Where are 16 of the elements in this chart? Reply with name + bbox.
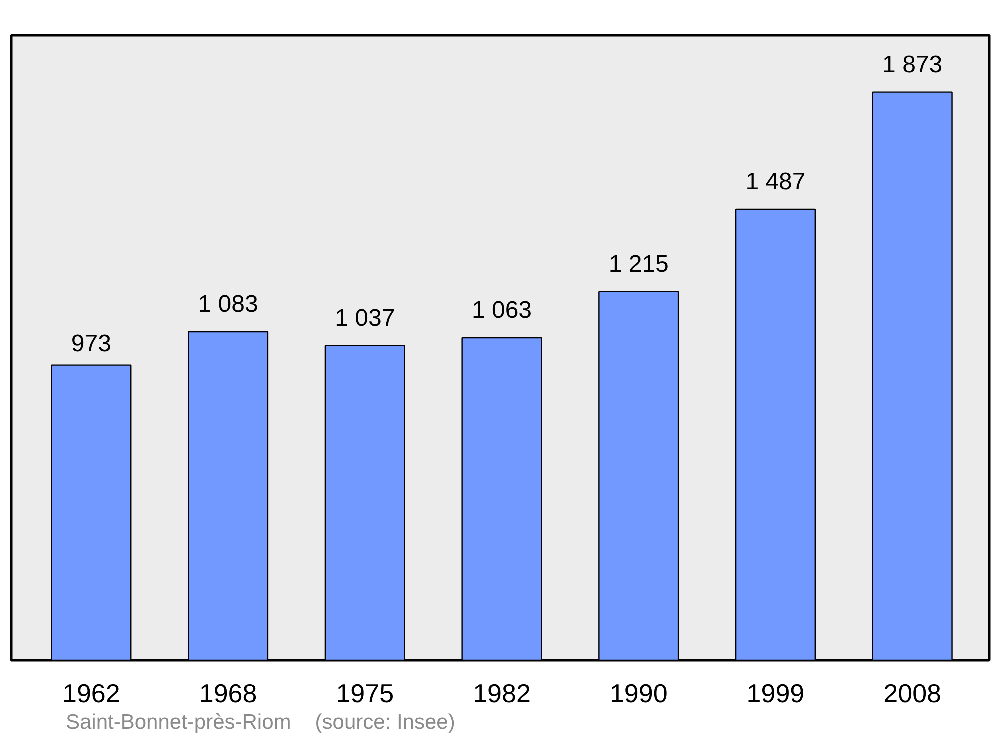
text: (source: Insee) xyxy=(315,711,456,734)
data-label: 1 037 xyxy=(335,304,396,332)
data-label: 1 063 xyxy=(472,297,532,324)
data-label: 973 xyxy=(71,330,112,358)
x-tick-label: 1990 xyxy=(610,678,668,708)
data-label: 1 487 xyxy=(746,168,806,196)
data-label: 1 083 xyxy=(198,290,258,318)
x-tick-label: 1982 xyxy=(473,678,531,708)
data-label: 1 873 xyxy=(882,51,943,78)
x-tick-label: 1975 xyxy=(336,678,394,708)
x-tick-label: 1999 xyxy=(746,678,805,708)
x-tick-label: 2008 xyxy=(884,678,942,708)
x-tick-label: 1968 xyxy=(199,678,258,708)
data-label: 1 215 xyxy=(608,250,669,278)
text: Saint-Bonnet-près-Riom xyxy=(66,711,292,734)
x-tick-label: 1962 xyxy=(62,678,120,708)
